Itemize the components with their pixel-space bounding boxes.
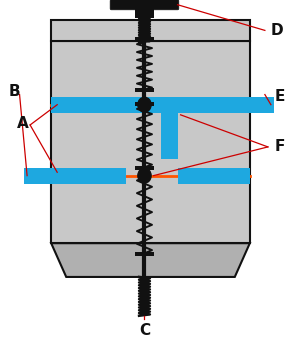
Bar bbox=[135, 8, 154, 18]
Text: A: A bbox=[17, 116, 29, 131]
Bar bbox=[161, 113, 178, 159]
Text: E: E bbox=[275, 89, 285, 104]
Bar bbox=[135, 88, 154, 92]
Bar bbox=[24, 168, 51, 184]
Bar bbox=[135, 166, 154, 170]
Text: B: B bbox=[9, 84, 20, 99]
Text: F: F bbox=[275, 139, 285, 154]
Bar bbox=[135, 102, 154, 106]
Circle shape bbox=[138, 97, 151, 112]
Bar bbox=[135, 252, 154, 256]
Polygon shape bbox=[51, 243, 250, 277]
Text: C: C bbox=[139, 323, 150, 339]
Bar bbox=[51, 40, 250, 243]
Circle shape bbox=[138, 168, 151, 183]
Bar bbox=[250, 97, 274, 113]
Bar bbox=[135, 37, 154, 41]
Bar bbox=[51, 20, 250, 40]
Bar bbox=[51, 97, 250, 113]
Bar bbox=[51, 168, 126, 184]
Text: D: D bbox=[271, 23, 283, 38]
Bar bbox=[178, 168, 250, 184]
FancyBboxPatch shape bbox=[110, 0, 179, 10]
